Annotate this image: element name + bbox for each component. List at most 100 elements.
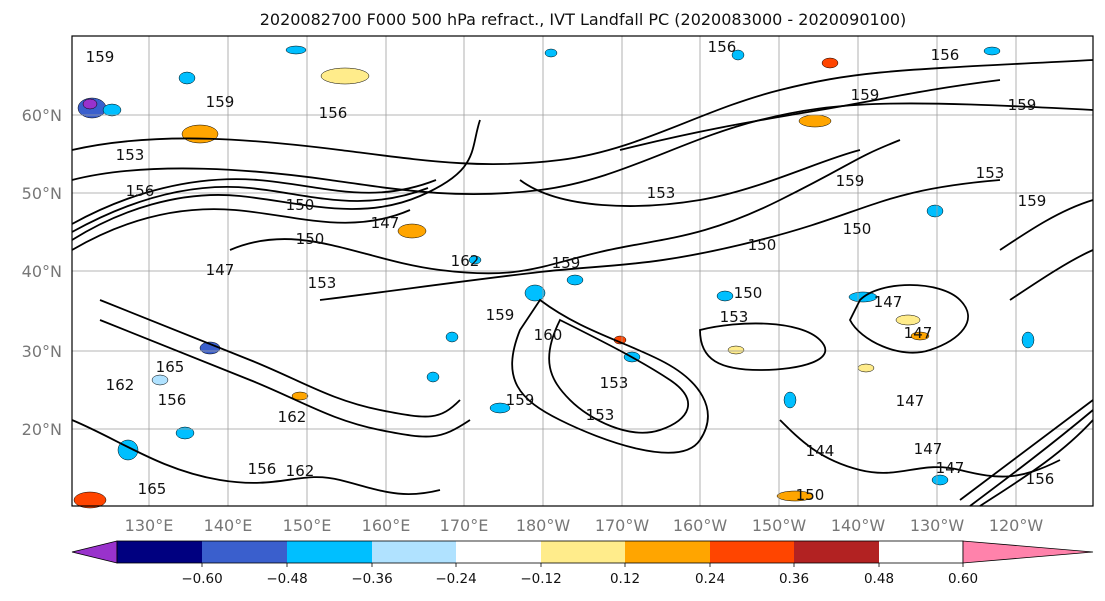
ivt-anomaly-patch xyxy=(181,124,219,144)
refractivity-contour xyxy=(979,419,1094,507)
refractivity-contour xyxy=(71,102,1094,196)
contour-label: 150 xyxy=(748,236,777,254)
ivt-anomaly-patch xyxy=(445,331,459,343)
ivt-anomaly-patch xyxy=(731,49,745,61)
refractivity-contour xyxy=(71,119,481,241)
ivt-anomaly-patch xyxy=(468,255,482,265)
ivt-anomaly-patch xyxy=(931,474,949,486)
colorbar-tick-label: 0.12 xyxy=(610,571,640,587)
ivt-anomaly-patch xyxy=(489,402,511,414)
contour-label-layer: 159 159 156 156 156 159 159 153 153 159 153 156 150 1… xyxy=(86,38,1055,504)
contour-label: 156 xyxy=(126,182,155,200)
ivt-anomaly-patch xyxy=(983,46,1001,56)
refractivity-contour xyxy=(969,409,1094,507)
contour-label: 153 xyxy=(647,184,676,202)
colorbar-tick-label: −0.48 xyxy=(266,571,307,587)
map-panel: 159 159 156 156 156 159 159 153 153 159 153 156 150 1… xyxy=(71,35,1094,509)
ivt-anomaly-patch xyxy=(716,290,734,302)
contour-label: 159 xyxy=(506,391,535,409)
ivt-anomaly-patch xyxy=(285,45,307,55)
contour-label: 150 xyxy=(796,486,825,504)
lon-label: 170°W xyxy=(595,516,650,535)
refractivity-contour xyxy=(548,318,689,434)
colorbar-bin xyxy=(372,541,456,563)
contour-label: 159 xyxy=(486,306,515,324)
colorbar-tick-label: −0.24 xyxy=(435,571,476,587)
colorbar-tick-label: 0.36 xyxy=(779,571,809,587)
contour-label: 162 xyxy=(278,408,307,426)
longitude-labels: 130°E 140°E 150°E 160°E 170°E 180°W 170°W 160°W… xyxy=(125,516,1044,535)
contour-label: 159 xyxy=(206,93,235,111)
ivt-anomaly-patch xyxy=(857,363,875,373)
colorbar-bin xyxy=(794,541,879,563)
ivt-anomaly-patch xyxy=(821,57,839,69)
lon-label: 140°W xyxy=(831,516,886,535)
refractivity-contour xyxy=(779,419,1061,478)
contour-label: 150 xyxy=(286,196,315,214)
colorbar-bin xyxy=(117,541,202,563)
lon-label: 170°E xyxy=(440,516,489,535)
ivt-anomaly-patch xyxy=(910,331,930,341)
refractivity-contour xyxy=(519,149,861,207)
contour-label: 147 xyxy=(914,440,943,458)
contour-label: 147 xyxy=(874,293,903,311)
lon-label: 120°W xyxy=(989,516,1044,535)
contour-label: 156 xyxy=(248,460,277,478)
refractivity-contours xyxy=(71,59,1094,507)
refractivity-contour xyxy=(848,284,969,354)
contour-label: 162 xyxy=(451,252,480,270)
contour-label: 150 xyxy=(296,230,325,248)
refractivity-contour xyxy=(71,419,441,496)
lat-label-20n: 20°N xyxy=(22,420,62,439)
colorbar-bin xyxy=(625,541,710,563)
contour-label: 153 xyxy=(116,146,145,164)
ivt-anomaly-patch xyxy=(798,114,832,128)
colorbar-tick-label: −0.60 xyxy=(181,571,222,587)
contour-label: 150 xyxy=(843,220,872,238)
ivt-anomaly-patch xyxy=(895,314,921,326)
contour-label: 150 xyxy=(734,284,763,302)
contour-label: 159 xyxy=(86,48,115,66)
ivt-anomaly-patch xyxy=(524,284,546,302)
colorbar-bin xyxy=(456,541,541,563)
refractivity-contour xyxy=(511,298,709,454)
lon-label: 160°E xyxy=(362,516,411,535)
lon-label: 130°W xyxy=(910,516,965,535)
ivt-anomaly-patch xyxy=(175,426,195,440)
colorbar-tick-label: 0.48 xyxy=(864,571,894,587)
ivt-anomaly-patch xyxy=(926,204,944,218)
map-title: 2020082700 F000 500 hPa refract., IVT La… xyxy=(260,10,907,29)
colorbar-bin xyxy=(287,541,372,563)
ivt-anomaly-patch xyxy=(82,98,98,110)
contour-label: 153 xyxy=(600,374,629,392)
refractivity-contour xyxy=(99,299,461,418)
colorbar-tick-label: 0.60 xyxy=(948,571,978,587)
ivt-anomaly-patch xyxy=(727,345,745,355)
lat-label-40n: 40°N xyxy=(22,262,62,281)
lat-label-60n: 60°N xyxy=(22,106,62,125)
ivt-anomaly-patch xyxy=(151,374,169,386)
lon-label: 150°E xyxy=(283,516,332,535)
ivt-anomaly-patch xyxy=(783,391,797,409)
contour-label: 162 xyxy=(286,462,315,480)
colorbar-tick-label: 0.24 xyxy=(695,571,725,587)
contour-label: 159 xyxy=(851,86,880,104)
refractivity-contour xyxy=(699,322,827,371)
ivt-anomaly-patch xyxy=(397,223,427,239)
contour-label: 147 xyxy=(904,324,933,342)
ivt-anomaly-patch xyxy=(1021,331,1035,349)
refractivity-contour xyxy=(71,59,1094,166)
contour-label: 153 xyxy=(720,308,749,326)
refractivity-contour xyxy=(71,178,437,225)
lon-label: 140°E xyxy=(204,516,253,535)
contour-label: 165 xyxy=(156,358,185,376)
contour-label: 156 xyxy=(1026,470,1055,488)
lon-label: 130°E xyxy=(125,516,174,535)
contour-label: 147 xyxy=(896,392,925,410)
lon-label: 160°W xyxy=(673,516,728,535)
contour-label: 147 xyxy=(206,261,235,279)
ivt-anomaly-patch xyxy=(178,71,196,85)
refractivity-contour xyxy=(71,208,411,251)
contour-label: 159 xyxy=(552,254,581,272)
colorbar-bin xyxy=(541,541,625,563)
